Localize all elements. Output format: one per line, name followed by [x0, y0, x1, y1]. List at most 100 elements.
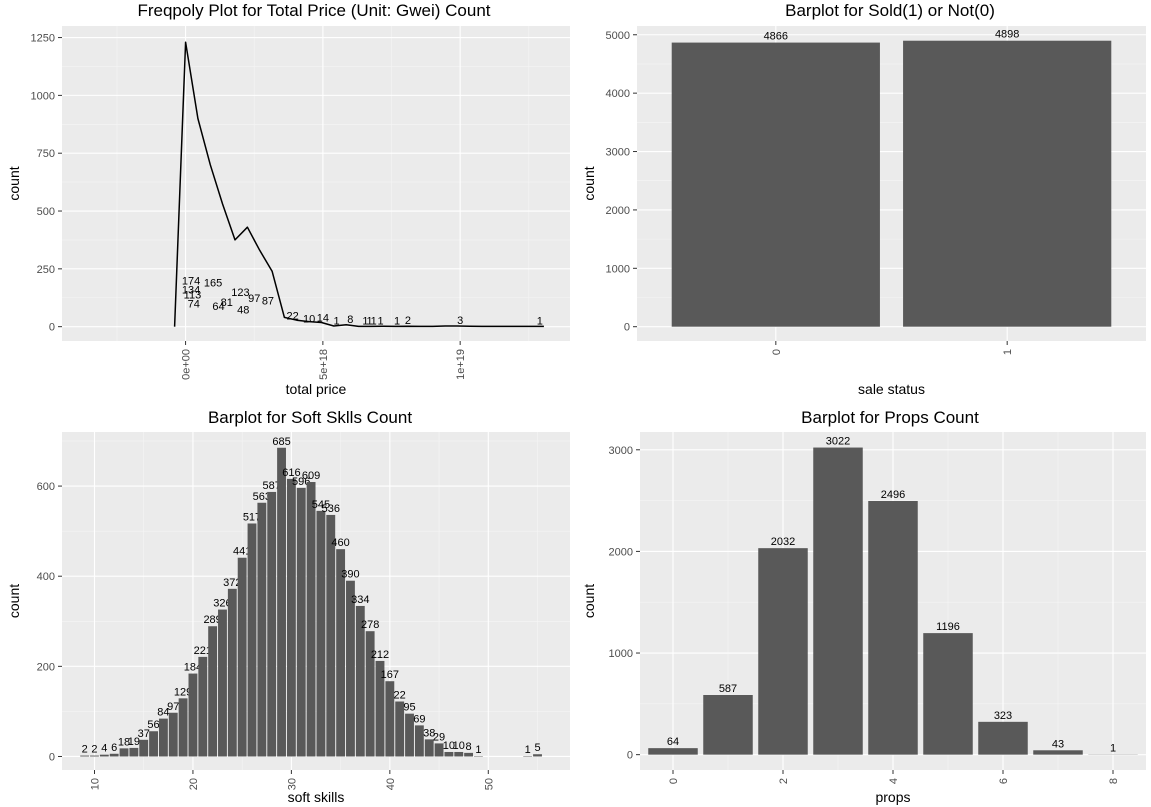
bar: [237, 557, 247, 757]
x-tick-label: 4: [888, 778, 900, 784]
bar-value-label: 609: [302, 470, 320, 482]
bar: [703, 695, 753, 755]
count-label: 2: [405, 315, 411, 327]
bar: [149, 731, 158, 757]
bar-value-label: 2032: [771, 536, 795, 548]
bar-value-label: 1: [1110, 743, 1116, 755]
bar-value-label: 97: [167, 701, 179, 713]
bar: [316, 510, 326, 757]
x-tick-label: 1e+19: [455, 349, 467, 380]
x-tick-label: 0: [668, 778, 680, 784]
y-tick-label: 0: [49, 322, 55, 334]
x-tick-label: 50: [483, 778, 495, 790]
count-label: 123: [231, 287, 249, 299]
bar-value-label: 545: [312, 499, 330, 511]
count-label: 1: [377, 315, 383, 327]
y-tick-label: 200: [37, 661, 55, 673]
x-tick-label: 10: [89, 778, 101, 790]
bar-value-label: 517: [243, 511, 261, 523]
bar-value-label: 587: [719, 683, 737, 695]
bar-value-label: 129: [174, 686, 192, 698]
count-label: 8: [347, 314, 353, 326]
y-tick-label: 1000: [609, 648, 633, 660]
x-tick-label: 40: [385, 778, 397, 790]
bar-value-label: 2: [91, 744, 97, 756]
bar-value-label: 3022: [826, 436, 850, 448]
bar-value-label: 95: [403, 702, 415, 714]
bar-value-label: 326: [213, 598, 231, 610]
bar: [326, 514, 336, 757]
bar-value-label: 4898: [995, 29, 1019, 41]
y-tick-label: 4000: [606, 88, 630, 100]
count-label: 1: [394, 315, 400, 327]
bar-value-label: 334: [351, 594, 369, 606]
bar-value-label: 29: [433, 731, 445, 743]
x-axis-title: total price: [286, 381, 347, 397]
bar-value-label: 37: [138, 728, 150, 740]
x-axis-title: props: [875, 789, 910, 805]
panel-background: [62, 26, 570, 341]
bar: [424, 739, 434, 757]
x-tick-label: 30: [286, 778, 298, 790]
count-label: 174: [182, 275, 200, 287]
x-axis-title: sale status: [858, 381, 925, 397]
x-tick-label: 0: [771, 349, 783, 355]
bar: [395, 701, 405, 757]
count-label: 1: [334, 315, 340, 327]
y-tick-label: 3000: [606, 147, 630, 159]
chart-title: Barplot for Sold(1) or Not(0): [785, 1, 995, 20]
bar-value-label: 10: [453, 740, 465, 752]
bar: [208, 626, 218, 757]
bar-value-label: 22: [394, 689, 406, 701]
bar: [296, 487, 306, 757]
count-label: 14: [317, 312, 329, 324]
bar-value-label: 4866: [764, 31, 788, 43]
bar-value-label: 372: [223, 577, 241, 589]
bar: [813, 447, 863, 755]
x-tick-label: 6: [998, 778, 1010, 784]
x-tick-label: 2: [778, 778, 790, 784]
bar-value-label: 460: [331, 537, 349, 549]
bar: [119, 748, 129, 757]
y-tick-label: 250: [37, 264, 55, 276]
bar-value-label: 6: [111, 742, 117, 754]
bar: [158, 718, 168, 757]
bar: [168, 712, 178, 757]
bar-value-label: 167: [381, 669, 399, 681]
y-tick-label: 1000: [31, 90, 55, 102]
y-axis-title: count: [6, 584, 22, 618]
count-label: 81: [221, 297, 233, 309]
x-tick-label: 5e+18: [318, 349, 330, 380]
bar: [109, 753, 119, 757]
count-label: 1: [537, 315, 543, 327]
bar-value-label: 323: [994, 710, 1012, 722]
y-tick-label: 2000: [609, 546, 633, 558]
bar-value-label: 2: [82, 744, 88, 756]
y-tick-label: 750: [37, 148, 55, 160]
bar: [306, 482, 316, 757]
y-tick-label: 0: [49, 751, 55, 763]
bar: [533, 754, 542, 757]
bar-value-label: 221: [194, 645, 212, 657]
y-tick-label: 400: [37, 571, 55, 583]
bar: [464, 752, 474, 757]
bar-value-label: 56: [147, 719, 159, 731]
count-label: 1: [362, 315, 368, 327]
bar: [346, 580, 355, 757]
bar: [414, 725, 424, 757]
y-axis-title: count: [6, 166, 22, 200]
bar: [385, 681, 395, 757]
bar: [923, 633, 973, 755]
count-label: 3: [457, 315, 463, 327]
bar: [405, 713, 414, 757]
count-label: 134: [182, 285, 200, 297]
x-tick-label: 0e+00: [181, 349, 193, 380]
y-tick-label: 0: [624, 322, 630, 334]
bar: [90, 755, 99, 757]
bar: [336, 549, 346, 757]
bar: [868, 501, 918, 755]
chart-title: Barplot for Soft Sklls Count: [208, 408, 412, 427]
